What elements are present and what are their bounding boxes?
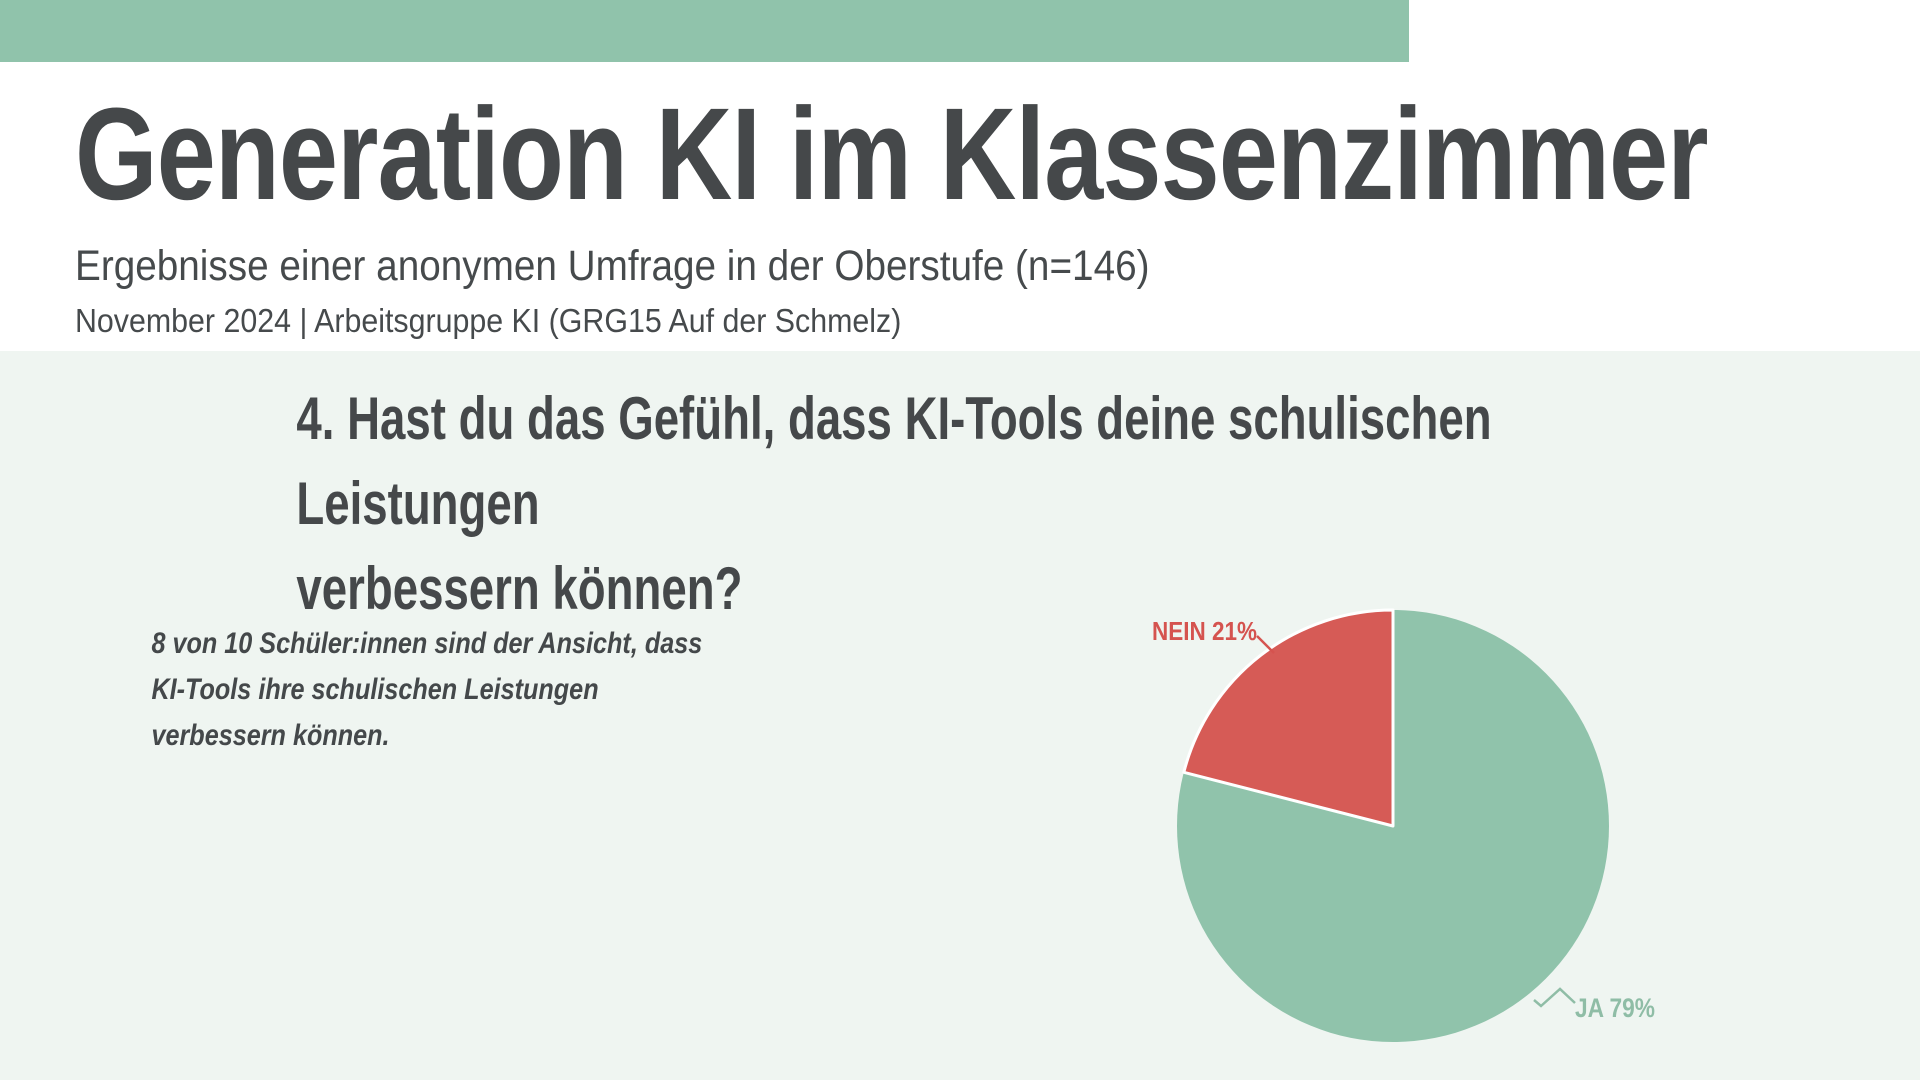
ja-leader-line <box>1533 987 1576 1008</box>
page-subtitle: Ergebnisse einer anonymen Umfrage in der… <box>75 242 1150 290</box>
pie-chart: NEIN 21% JA 79% <box>1152 608 1655 1042</box>
stat-line2: KI-Tools ihre schulischen Leistungen <box>151 673 599 706</box>
stat-line1: 8 von 10 Schüler:innen sind der Ansicht,… <box>151 627 703 660</box>
pie-label-nein: NEIN 21% <box>1152 616 1257 646</box>
stat-callout-text: 8 von 10 Schüler:innen sind der Ansicht,… <box>151 621 702 759</box>
stat-line3: verbessern können. <box>151 719 390 752</box>
nein-leader-line <box>1256 635 1275 654</box>
question-heading: 4. Hast du das Gefühl, dass KI-Tools dei… <box>296 376 1698 631</box>
question-section: 4. Hast du das Gefühl, dass KI-Tools dei… <box>0 351 1920 1080</box>
date-and-author-line: November 2024 | Arbeitsgruppe KI (GRG15 … <box>75 302 902 339</box>
question-heading-line2: verbessern können? <box>296 555 743 622</box>
question-heading-line1: 4. Hast du das Gefühl, dass KI-Tools dei… <box>296 385 1492 537</box>
top-accent-bar <box>0 0 1409 62</box>
page-title: Generation KI im Klassenzimmer <box>75 80 1709 227</box>
pie-slice-nein <box>1182 608 1395 828</box>
pie-label-ja: JA 79% <box>1575 993 1655 1023</box>
